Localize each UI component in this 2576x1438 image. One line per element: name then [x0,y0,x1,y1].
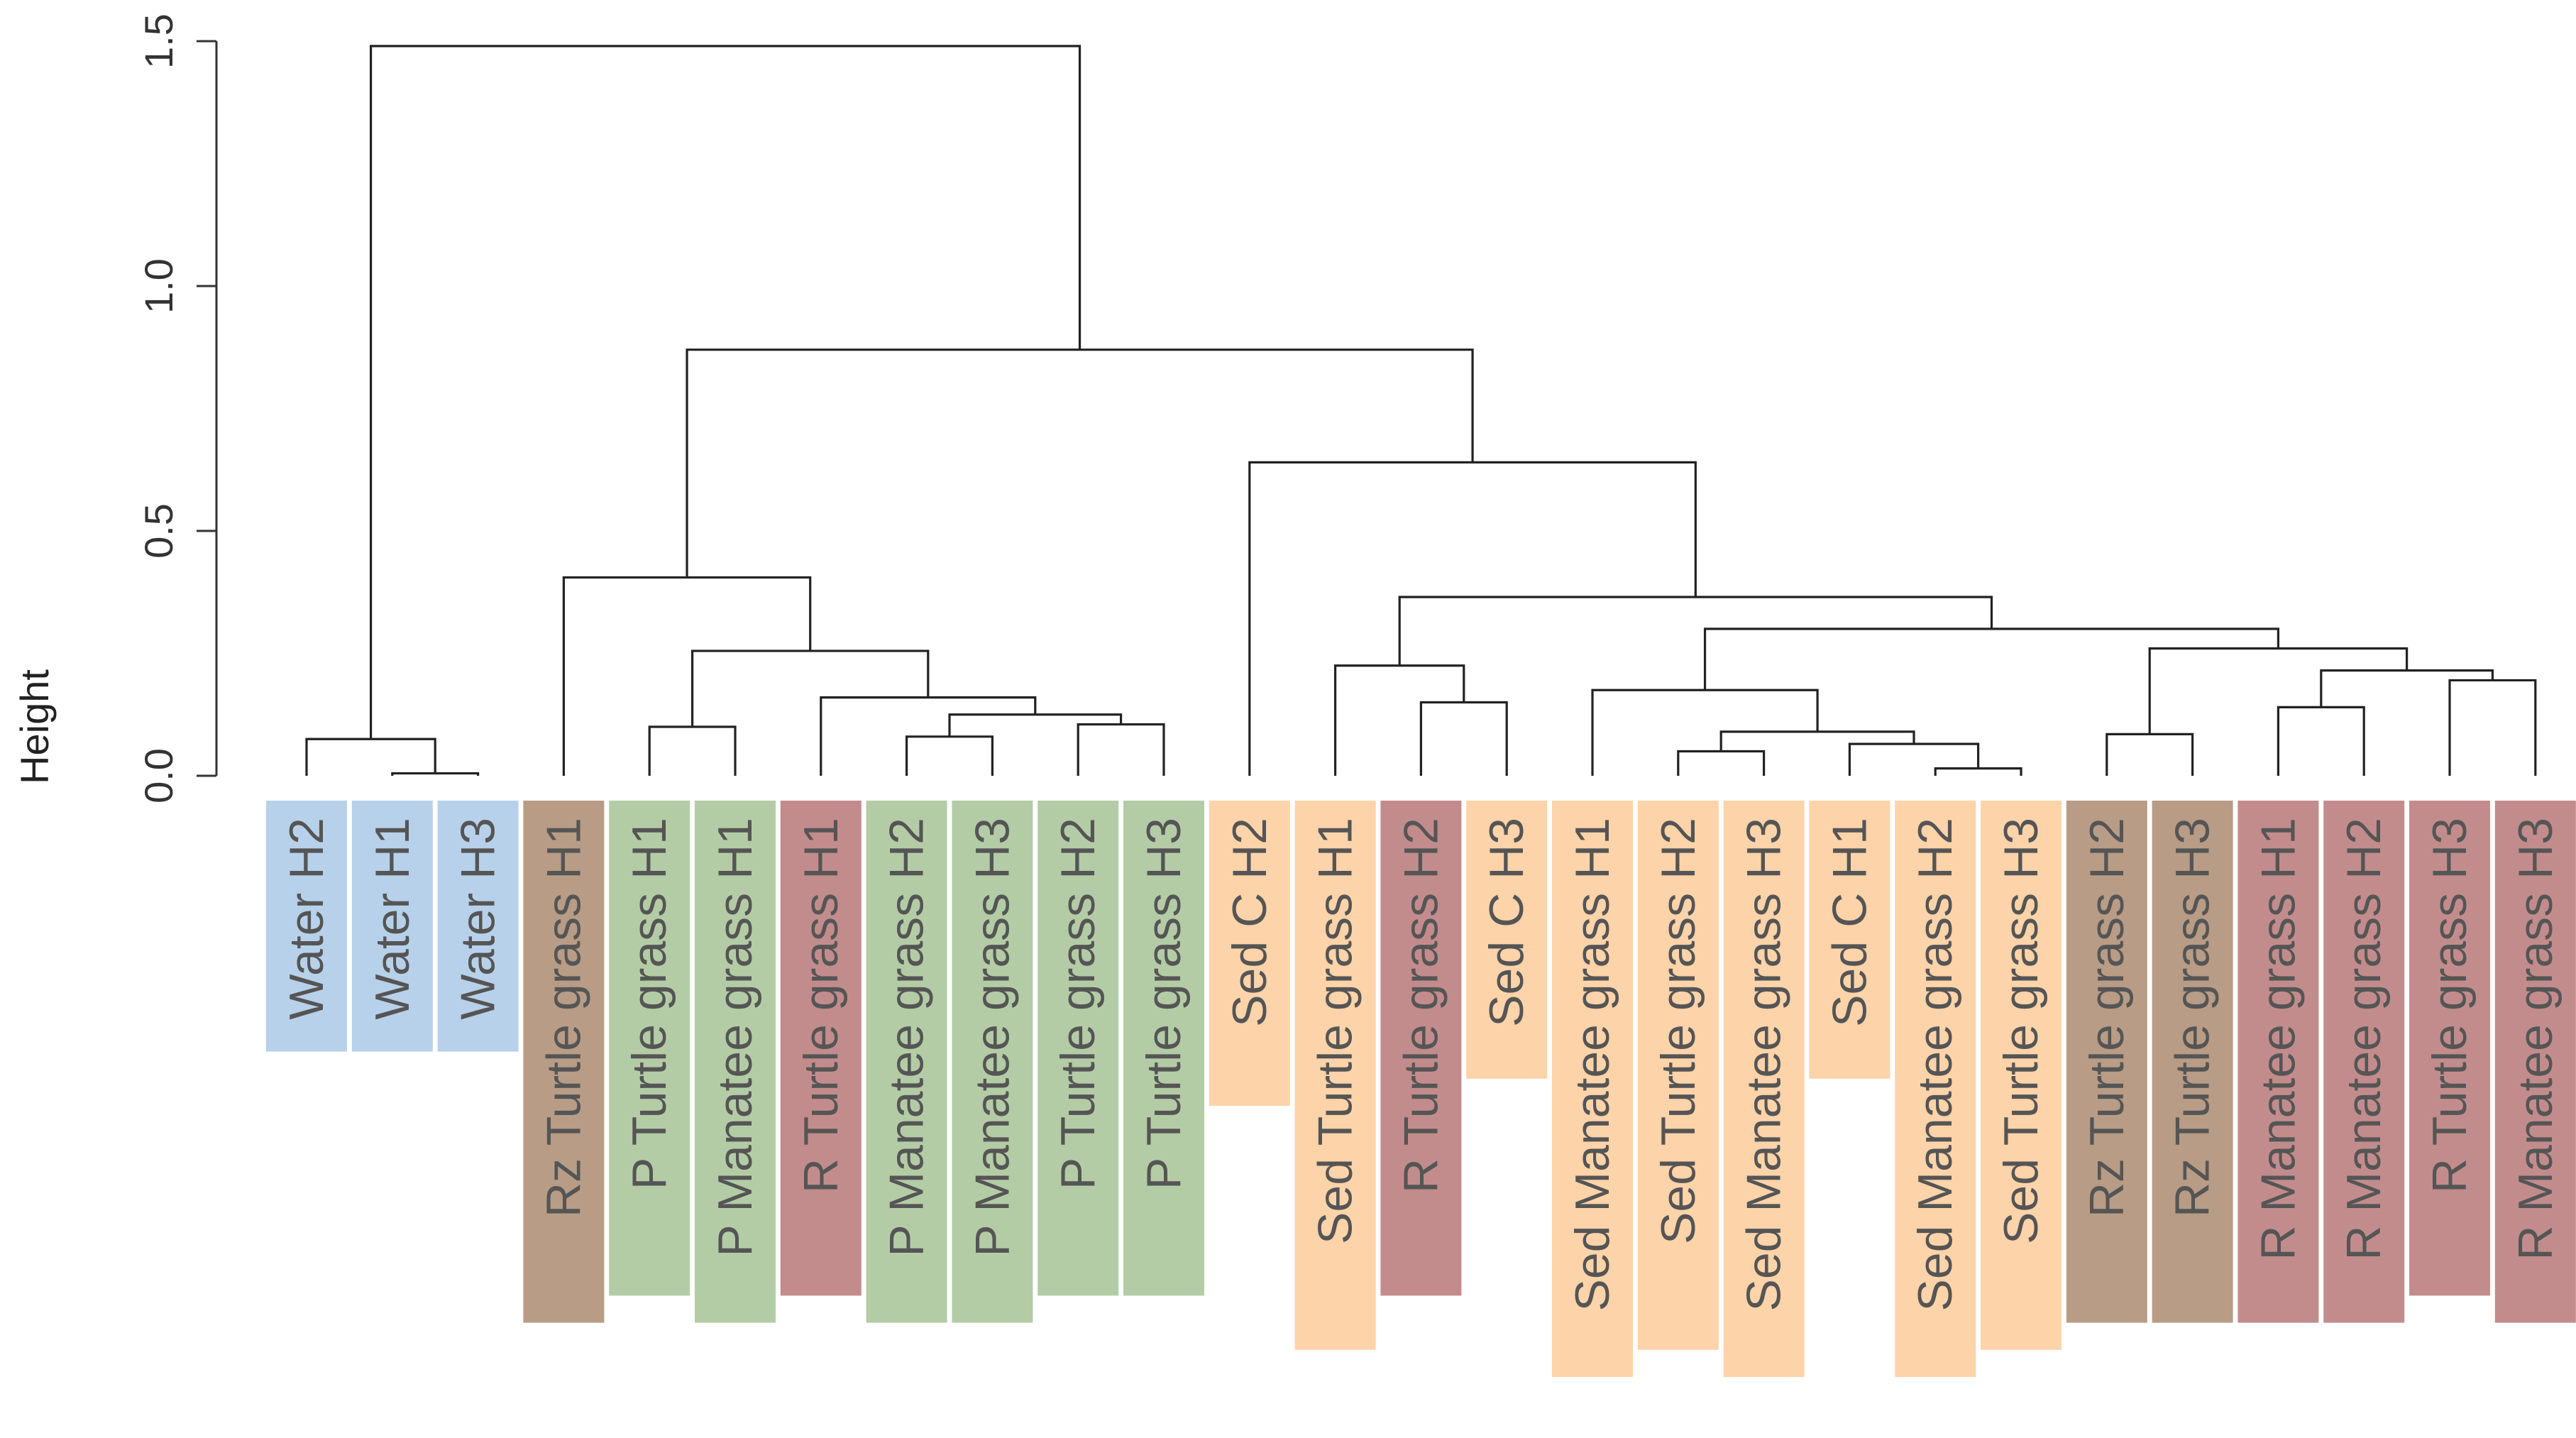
leaf-label: R Manatee grass H3 [2509,818,2563,1261]
leaf-box [1209,801,1290,1106]
leaf-box [1294,801,1376,1350]
leaf-label: Water H3 [451,818,505,1020]
leaf-box [1380,801,1462,1296]
branch-m6 [948,713,1123,737]
leaf-box [866,801,947,1323]
leaf-label: R Turtle grass H2 [1394,818,1448,1193]
leaf-label: Rz Turtle grass H2 [2080,818,2134,1217]
branch-m1 [391,772,480,776]
branch-m13 [1934,767,2022,776]
leaf-box [351,801,433,1052]
leaf-label: P Turtle grass H3 [1137,818,1191,1190]
y-ticks: 0.0 0.5 1.0 1.5 [136,13,216,803]
leaf-label: Rz Turtle grass H1 [536,818,590,1217]
leaf-label: Sed Turtle grass H3 [1994,818,2048,1244]
leaf-box [780,801,862,1296]
branch-m14 [1848,742,1980,776]
leaf-box [2494,801,2576,1323]
leaf-box [266,801,347,1052]
branch-m2 [305,737,436,776]
leaf-label: Water H1 [365,818,419,1020]
dendrogram-branches [305,45,2537,776]
leaf-label: Sed Manatee grass H1 [1565,818,1619,1312]
leaf-box [1981,801,2062,1350]
leaf-box [1037,801,1119,1296]
y-tick-label: 0.0 [136,748,181,803]
leaf-box [1637,801,1719,1350]
leaf-box [1123,801,1204,1296]
branch-m8 [691,649,930,727]
leaf-label: Sed Manatee grass H2 [1908,818,1962,1312]
leaf-label: Sed C H3 [1480,818,1534,1027]
branch-m10 [1419,701,1508,776]
y-tick-label: 1.5 [136,13,181,69]
branch-m3 [648,725,737,776]
leaf-box [1552,801,1633,1377]
branch-m18 [2277,706,2365,776]
branch-m24 [1248,461,1697,776]
branch-m15 [1719,730,1915,752]
leaf-box [2409,801,2490,1296]
leaf-label: R Turtle grass H1 [794,818,848,1193]
leaf-label-boxes [266,801,2576,1377]
branch-m22 [1703,627,2279,691]
leaf-box [437,801,519,1052]
leaf-label: Sed Turtle grass H1 [1309,818,1363,1244]
leaf-label: R Manatee grass H1 [2251,818,2305,1261]
branch-m17 [2106,732,2194,776]
leaf-box [1466,801,1548,1079]
leaf-label: Sed Manatee grass H3 [1737,818,1791,1312]
branch-m20 [2320,669,2494,708]
leaf-label: Sed Turtle grass H2 [1651,818,1705,1244]
leaf-label: P Turtle grass H2 [1051,818,1105,1190]
y-axis: 0.0 0.5 1.0 1.5 [136,13,218,803]
leaf-box [609,801,690,1296]
leaf-label: R Turtle grass H3 [2423,818,2477,1193]
leaf-box [2066,801,2147,1323]
branch-m9 [562,576,812,776]
branch-m12 [1677,750,1766,776]
leaf-label: P Manatee grass H2 [880,818,934,1257]
leaf-box [2238,801,2319,1323]
leaf-label: Sed C H1 [1822,818,1876,1027]
leaf-label: Water H2 [280,818,334,1020]
leaf-box [2323,801,2405,1323]
branch-m25 [686,348,1474,578]
branch-m26 [370,45,1081,740]
branch-m23 [1398,595,1993,666]
leaf-label: Sed C H2 [1223,818,1277,1027]
leaf-box [952,801,1033,1323]
branch-m4 [906,735,993,776]
leaf-label: Rz Turtle grass H3 [2166,818,2220,1217]
branch-m5 [1077,723,1165,776]
leaf-box [2152,801,2233,1323]
leaf-label: P Turtle grass H1 [622,818,676,1190]
leaf-label: P Manatee grass H1 [708,818,762,1257]
leaf-box [1809,801,1890,1079]
y-tick-label: 1.0 [136,258,181,314]
leaf-box [523,801,605,1323]
leaf-label: R Manatee grass H2 [2337,818,2391,1261]
leaf-box [1895,801,1976,1377]
y-axis-title: Height [12,669,57,784]
branch-m19 [2448,679,2537,776]
y-tick-label: 0.5 [136,503,181,559]
leaf-labels: Water H2 Water H1 Water H3 Rz Turtle grass … [280,818,2563,1312]
leaf-label: P Manatee grass H3 [965,818,1019,1257]
branch-m16 [1591,688,1819,776]
branch-m11 [1334,664,1465,776]
leaf-box [695,801,776,1323]
leaf-box [1723,801,1805,1377]
